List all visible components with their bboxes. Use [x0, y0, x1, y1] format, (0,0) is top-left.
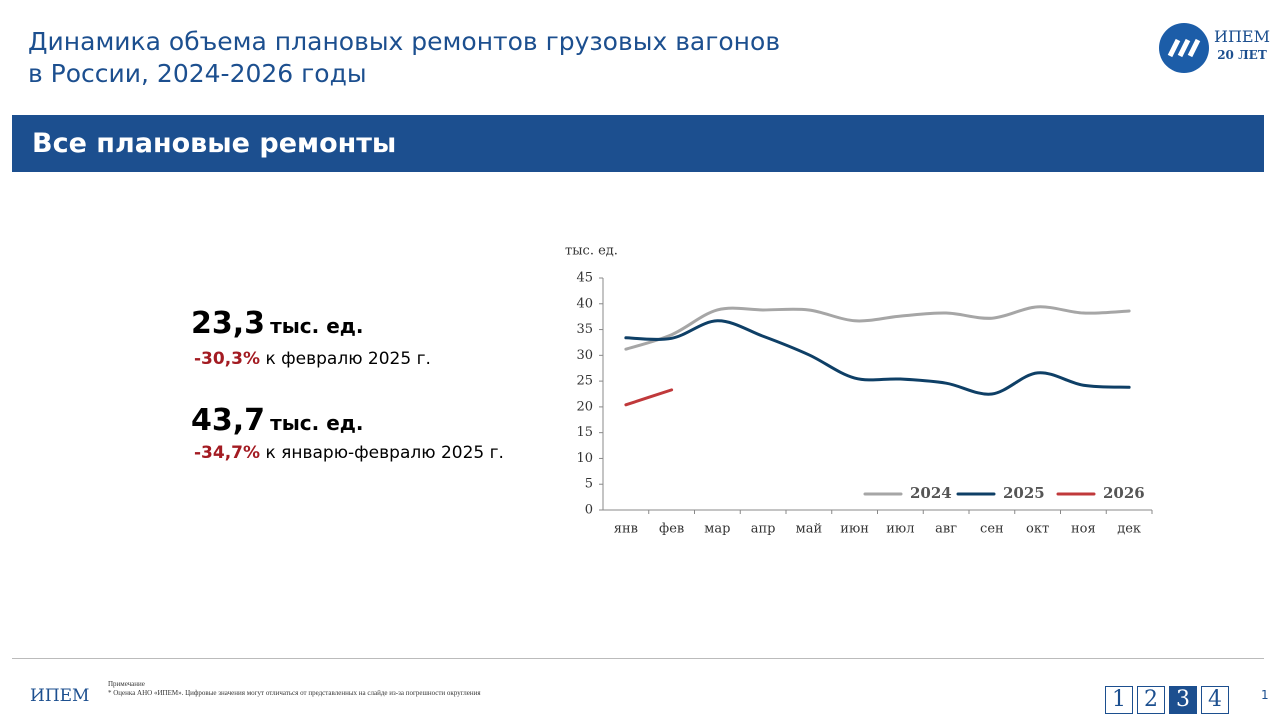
- logo-mark: [1159, 23, 1209, 73]
- y-tick-label: 5: [585, 477, 593, 492]
- footer-brand: ИПЕМ: [30, 686, 90, 706]
- stat-change: -30,3% к февралю 2025 г.: [194, 349, 431, 369]
- x-tick-label: мар: [704, 522, 730, 537]
- y-tick-label: 20: [576, 399, 593, 414]
- x-tick-label: окт: [1026, 522, 1049, 537]
- legend-label: 2025: [1003, 484, 1045, 502]
- stat-comment: к февралю 2025 г.: [265, 349, 431, 369]
- section-title: Все плановые ремонты: [12, 115, 1264, 172]
- x-tick-label: сен: [980, 522, 1004, 537]
- x-tick-label: май: [796, 522, 823, 537]
- stat-percent: -30,3%: [194, 349, 261, 369]
- legend-label: 2026: [1103, 484, 1145, 502]
- y-tick-label: 15: [576, 425, 593, 440]
- series-line: [624, 305, 1131, 351]
- note-title: Примечание: [108, 680, 145, 688]
- title-line: в России, 2024-2026 годы: [28, 59, 367, 88]
- series-line: [624, 319, 1131, 396]
- x-tick-label: апр: [751, 522, 776, 537]
- stat-value: 23,3: [191, 306, 266, 341]
- x-tick-label: фев: [659, 522, 684, 537]
- y-tick-label: 30: [576, 348, 593, 363]
- stat: 23,3 тыс. ед.: [191, 306, 364, 341]
- stat-value: 43,7: [191, 403, 266, 438]
- page-link[interactable]: 1: [1105, 686, 1133, 714]
- x-tick-label: июн: [840, 522, 869, 537]
- y-tick-label: 0: [585, 503, 593, 518]
- x-tick-label: ноя: [1071, 522, 1096, 537]
- y-tick-label: 25: [576, 374, 593, 389]
- stat-unit: тыс. ед.: [270, 411, 364, 435]
- stat-unit: тыс. ед.: [270, 314, 364, 338]
- stat-change: -34,7% к январю-февралю 2025 г.: [194, 443, 504, 463]
- y-tick-label: 40: [576, 296, 593, 311]
- x-tick-label: янв: [614, 522, 638, 537]
- stat: 43,7 тыс. ед.: [191, 403, 364, 438]
- x-tick-label: июл: [886, 522, 914, 537]
- footer-note: Примечание * Оценка АНО «ИПЕМ». Цифровые …: [108, 680, 481, 698]
- page-link[interactable]: 3: [1169, 686, 1197, 714]
- series-line: [624, 388, 674, 407]
- page-link[interactable]: 4: [1201, 686, 1229, 714]
- y-axis-label: тыс. ед.: [565, 244, 618, 259]
- logo-text: ИПЕМ 20 ЛЕТ: [1214, 28, 1270, 64]
- title-line: Динамика объема плановых ремонтов грузов…: [28, 27, 781, 56]
- y-tick-label: 35: [576, 322, 593, 337]
- slide-number: 1: [1261, 688, 1269, 702]
- page-link[interactable]: 2: [1137, 686, 1165, 714]
- title: Динамика объема плановых ремонтов грузов…: [28, 26, 780, 90]
- y-tick-label: 45: [576, 271, 593, 286]
- footer-rule: [12, 658, 1264, 659]
- legend-label: 2024: [910, 484, 952, 502]
- note-text: * Оценка АНО «ИПЕМ». Цифровые значения м…: [108, 689, 481, 697]
- logo-years: 20 ЛЕТ: [1217, 48, 1267, 62]
- logo-name: ИПЕМ: [1214, 27, 1270, 46]
- stat-percent: -34,7%: [194, 443, 261, 463]
- x-tick-label: дек: [1117, 522, 1141, 537]
- y-tick-label: 10: [576, 451, 593, 466]
- stat-comment: к январю-февралю 2025 г.: [265, 443, 504, 463]
- x-tick-label: авг: [935, 522, 957, 537]
